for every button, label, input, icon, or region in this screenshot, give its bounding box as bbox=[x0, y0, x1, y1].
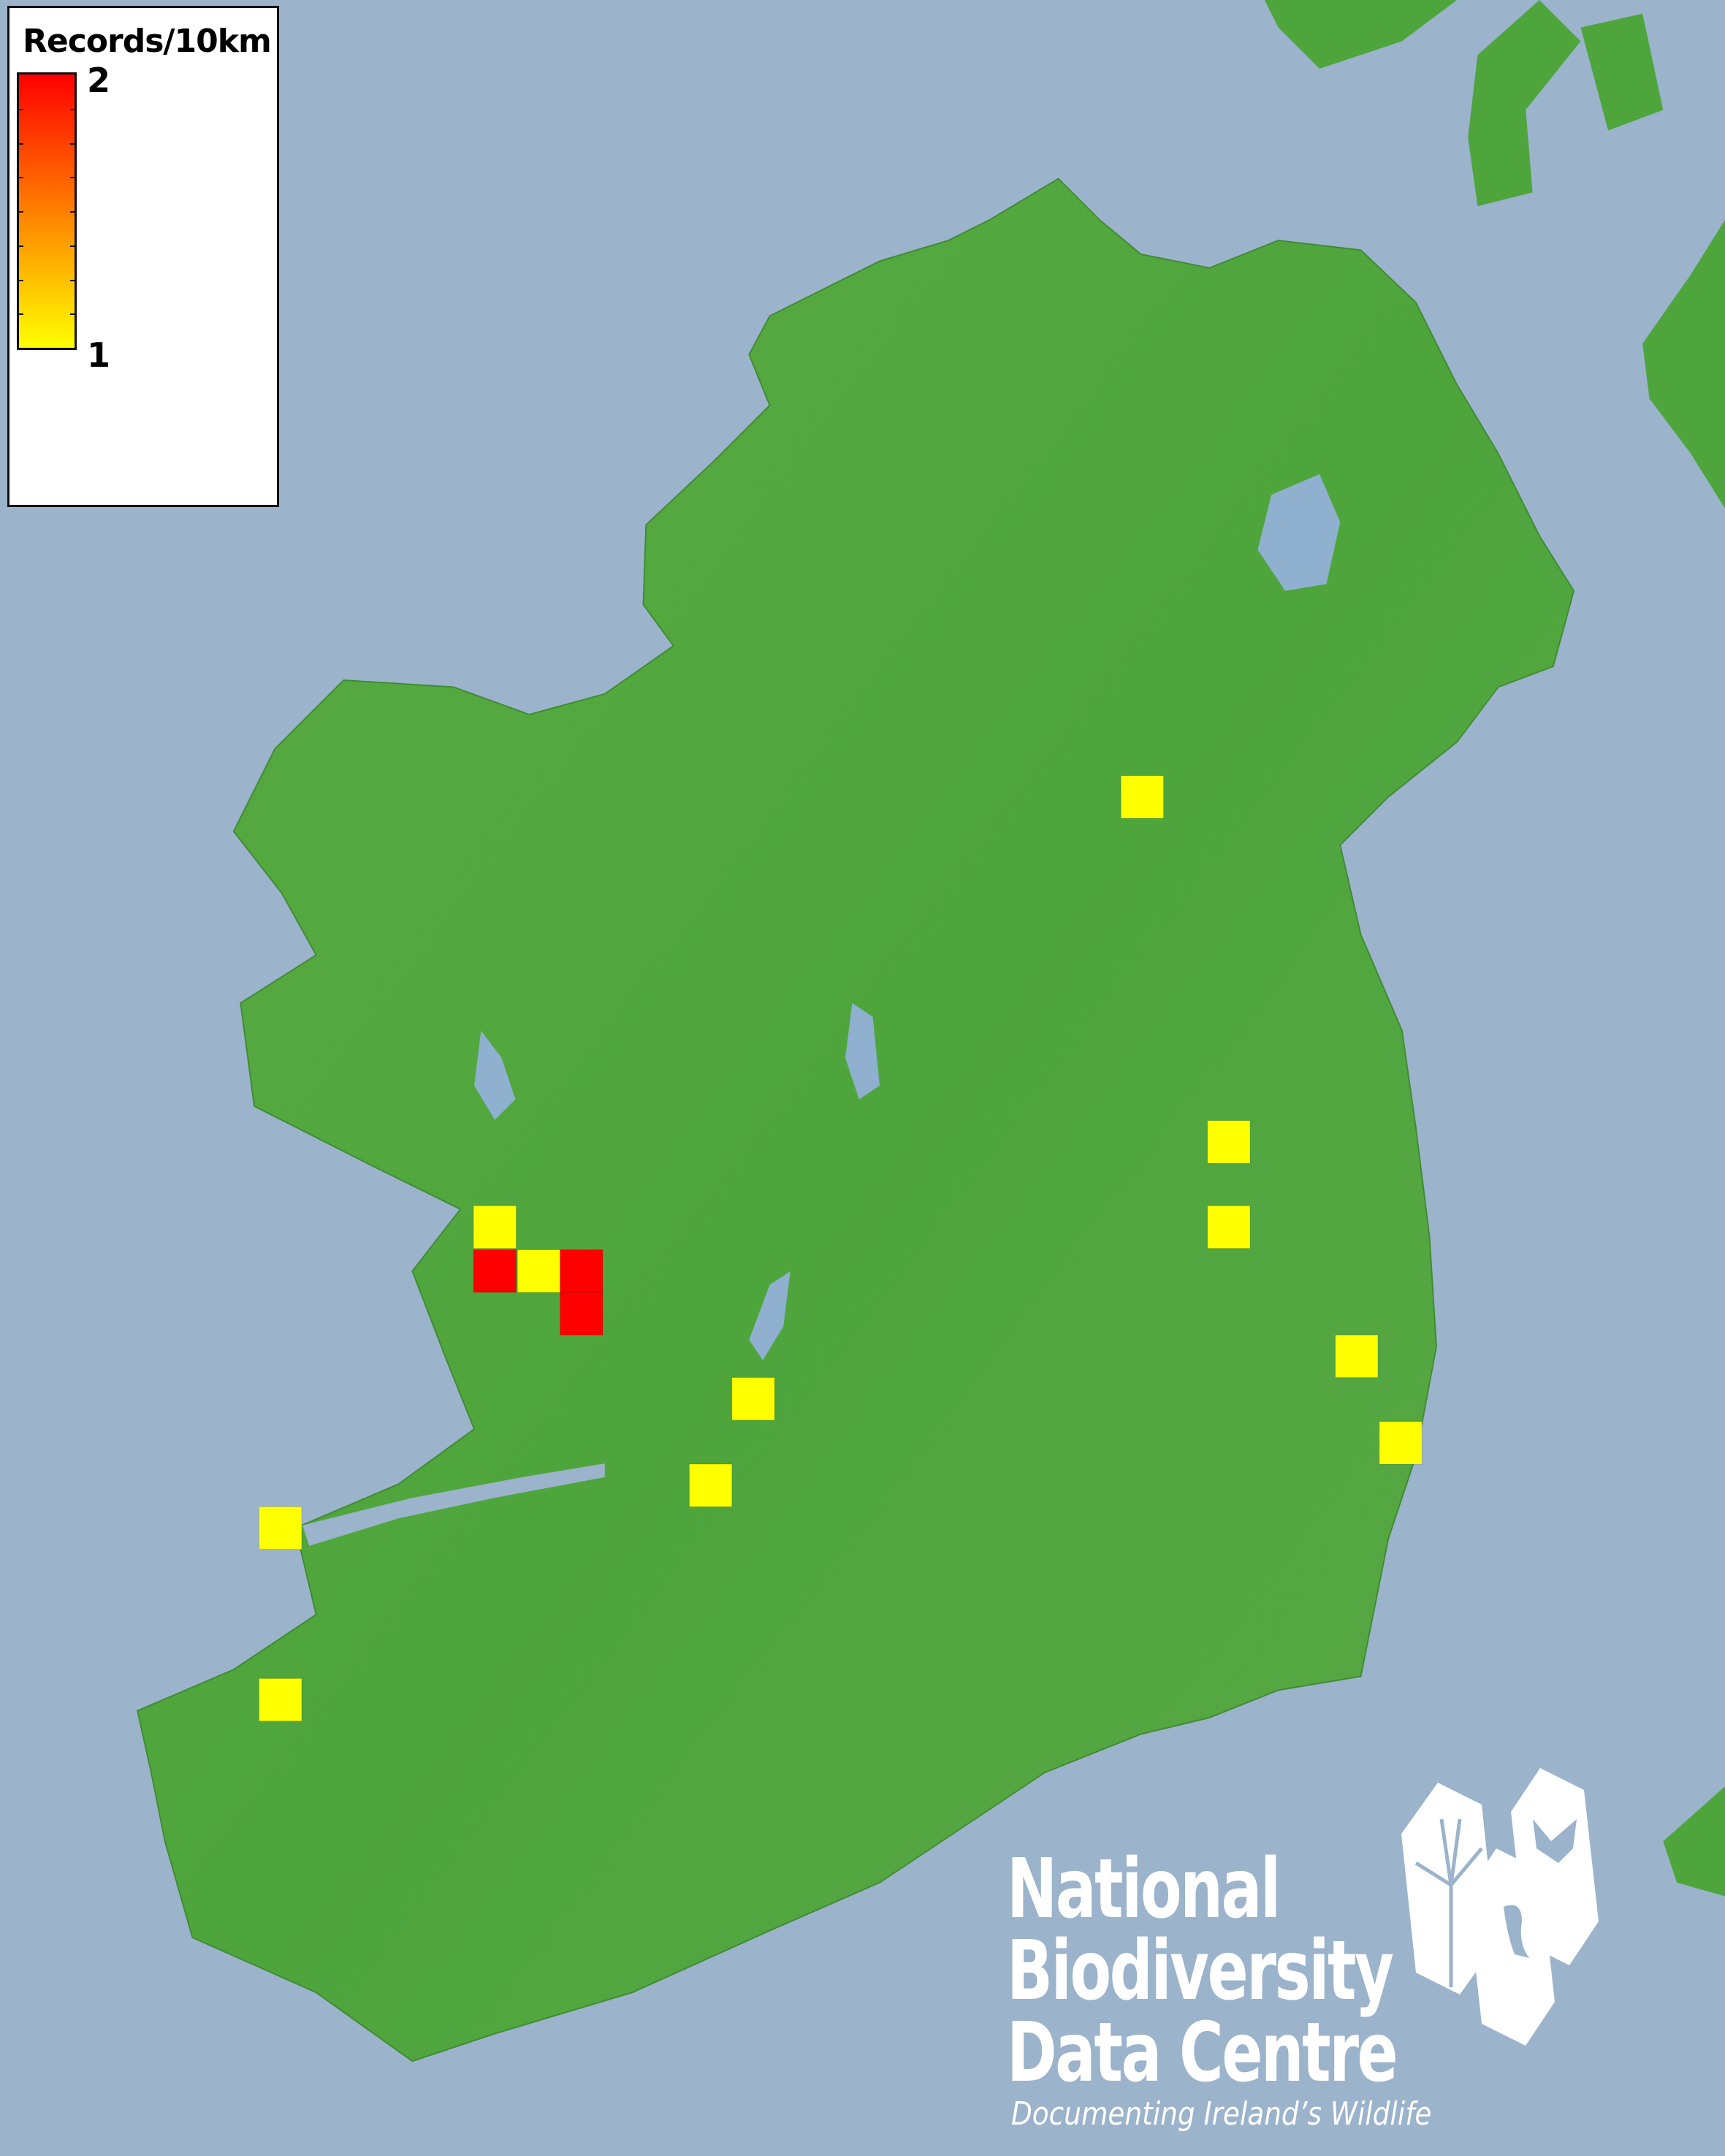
lough-corrib bbox=[474, 1030, 516, 1120]
record-square bbox=[731, 1377, 775, 1421]
record-square bbox=[473, 1205, 517, 1249]
nbdc-logo: National Biodiversity Data Centre Docume… bbox=[1007, 1768, 1650, 2148]
seahorse-icon bbox=[1467, 1848, 1555, 2046]
record-square bbox=[1207, 1120, 1251, 1164]
legend-title: Records/10km bbox=[23, 23, 272, 60]
logo-hexagons bbox=[1401, 1768, 1599, 2046]
legend-min-label: 1 bbox=[87, 335, 111, 375]
legend: Records/10km 2 1 bbox=[7, 6, 279, 507]
record-squares bbox=[259, 775, 1423, 1722]
logo-line-1: National bbox=[1007, 1842, 1281, 1937]
logo-line-2: Biodiversity bbox=[1007, 1924, 1394, 2019]
lough-ree bbox=[845, 1002, 880, 1100]
record-square bbox=[1207, 1205, 1251, 1249]
ireland-landmass bbox=[137, 178, 1575, 2062]
shannon-estuary bbox=[302, 1463, 605, 1546]
record-square bbox=[688, 1463, 733, 1507]
logo-tagline: Documenting Ireland’s Wildlife bbox=[1011, 2095, 1432, 2133]
record-square bbox=[259, 1677, 302, 1722]
record-square bbox=[1335, 1334, 1379, 1378]
record-square bbox=[517, 1249, 561, 1293]
record-square bbox=[1379, 1421, 1423, 1465]
legend-color-scale bbox=[17, 72, 77, 350]
record-square bbox=[473, 1249, 517, 1293]
record-square bbox=[560, 1249, 603, 1293]
lough-derg bbox=[749, 1271, 791, 1361]
record-square bbox=[1120, 775, 1164, 819]
logo-line-3: Data Centre bbox=[1007, 2005, 1398, 2100]
record-square bbox=[560, 1292, 603, 1336]
lough-neagh bbox=[1257, 473, 1341, 591]
legend-max-label: 2 bbox=[87, 61, 111, 100]
record-square bbox=[259, 1506, 302, 1550]
